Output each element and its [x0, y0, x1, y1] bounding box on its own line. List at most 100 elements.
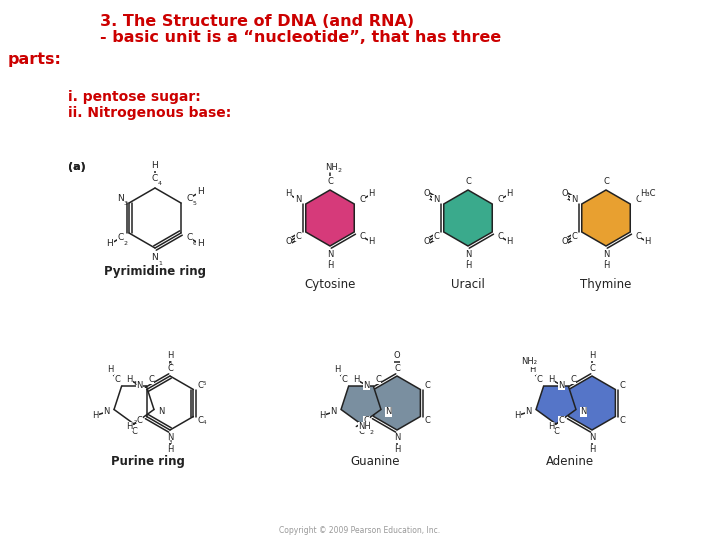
Text: N: N	[433, 195, 439, 204]
Text: C: C	[341, 375, 347, 384]
Text: 5: 5	[203, 381, 207, 386]
Text: C: C	[131, 428, 137, 436]
Text: N: N	[394, 434, 400, 442]
Text: (a): (a)	[68, 162, 86, 172]
Text: N: N	[327, 251, 333, 260]
Text: H: H	[465, 261, 471, 271]
Text: O: O	[285, 238, 292, 246]
Text: H: H	[327, 261, 333, 271]
Polygon shape	[374, 376, 420, 430]
Text: C: C	[197, 381, 203, 390]
Text: C: C	[358, 428, 364, 436]
Text: H: H	[152, 161, 158, 171]
Text: N: N	[103, 408, 109, 416]
Text: C: C	[359, 195, 365, 204]
Text: 1: 1	[134, 381, 137, 386]
Text: C: C	[327, 177, 333, 186]
Text: parts:: parts:	[8, 52, 62, 67]
Text: H: H	[548, 375, 554, 384]
Text: C: C	[571, 232, 577, 241]
Text: 2: 2	[134, 421, 137, 426]
Text: N: N	[330, 408, 337, 416]
Text: C: C	[295, 232, 301, 241]
Text: C: C	[364, 416, 369, 425]
Text: C: C	[635, 232, 641, 241]
Text: H: H	[506, 238, 513, 246]
Text: C: C	[589, 363, 595, 373]
Text: N: N	[294, 195, 301, 204]
Text: C: C	[148, 375, 154, 384]
Text: Guanine: Guanine	[350, 455, 400, 468]
Text: 4: 4	[203, 421, 207, 426]
Text: Copyright © 2009 Pearson Education, Inc.: Copyright © 2009 Pearson Education, Inc.	[279, 526, 441, 535]
Text: C: C	[619, 381, 625, 390]
Text: 2: 2	[123, 241, 127, 246]
Text: H: H	[548, 422, 554, 431]
Text: H: H	[126, 375, 132, 384]
Text: H: H	[333, 366, 340, 374]
Polygon shape	[536, 386, 576, 424]
Text: C: C	[137, 416, 143, 425]
Text: H: H	[167, 352, 174, 361]
Text: C: C	[114, 375, 120, 384]
Text: Uracil: Uracil	[451, 278, 485, 291]
Polygon shape	[582, 190, 630, 246]
Text: H: H	[107, 366, 113, 374]
Text: H: H	[603, 261, 609, 271]
Text: O: O	[423, 190, 430, 199]
Text: H: H	[589, 446, 595, 455]
Text: H: H	[319, 411, 325, 420]
Text: C: C	[603, 177, 609, 186]
Text: O: O	[423, 238, 430, 246]
Text: C: C	[559, 416, 564, 425]
Text: N: N	[559, 381, 565, 390]
Text: C: C	[424, 416, 431, 425]
Text: C: C	[635, 195, 641, 204]
Text: N: N	[603, 251, 609, 260]
Text: NH₂: NH₂	[521, 357, 538, 366]
Text: H: H	[644, 238, 651, 246]
Text: NH: NH	[325, 163, 338, 172]
Text: N: N	[158, 408, 165, 416]
Text: H: H	[197, 187, 204, 197]
Text: C: C	[167, 363, 173, 373]
Text: NH: NH	[359, 422, 371, 431]
Text: N: N	[580, 408, 587, 416]
Text: H: H	[197, 240, 204, 248]
Text: H: H	[514, 411, 520, 420]
Text: 6: 6	[168, 361, 172, 366]
Text: C: C	[497, 232, 503, 241]
Text: 3: 3	[123, 201, 127, 206]
Text: H: H	[126, 422, 132, 431]
Text: C: C	[186, 193, 193, 202]
Text: C: C	[359, 232, 365, 241]
Text: N: N	[571, 195, 577, 204]
Text: N: N	[137, 381, 143, 390]
Text: H: H	[589, 352, 595, 361]
Text: 2: 2	[369, 429, 373, 435]
Text: N: N	[364, 381, 370, 390]
Text: H: H	[369, 190, 374, 199]
Text: O: O	[561, 190, 568, 199]
Text: N: N	[589, 434, 595, 442]
Text: C: C	[117, 233, 124, 242]
Text: N: N	[525, 408, 531, 416]
Text: N: N	[152, 253, 158, 262]
Text: C: C	[394, 363, 400, 373]
Text: C: C	[619, 416, 625, 425]
Text: H: H	[528, 366, 535, 374]
Text: C: C	[553, 428, 559, 436]
Text: 3: 3	[168, 441, 172, 446]
Text: H: H	[506, 190, 513, 199]
Text: - basic unit is a “nucleotide”, that has three: - basic unit is a “nucleotide”, that has…	[100, 30, 501, 45]
Text: H: H	[394, 446, 400, 455]
Text: H₃C: H₃C	[640, 190, 655, 199]
Text: i. pentose sugar:: i. pentose sugar:	[68, 90, 201, 104]
Text: C: C	[465, 177, 471, 186]
Text: 4: 4	[158, 181, 162, 186]
Polygon shape	[341, 386, 381, 424]
Text: H: H	[107, 240, 113, 248]
Text: 6: 6	[193, 241, 197, 246]
Text: C: C	[497, 195, 503, 204]
Text: C: C	[152, 173, 158, 183]
